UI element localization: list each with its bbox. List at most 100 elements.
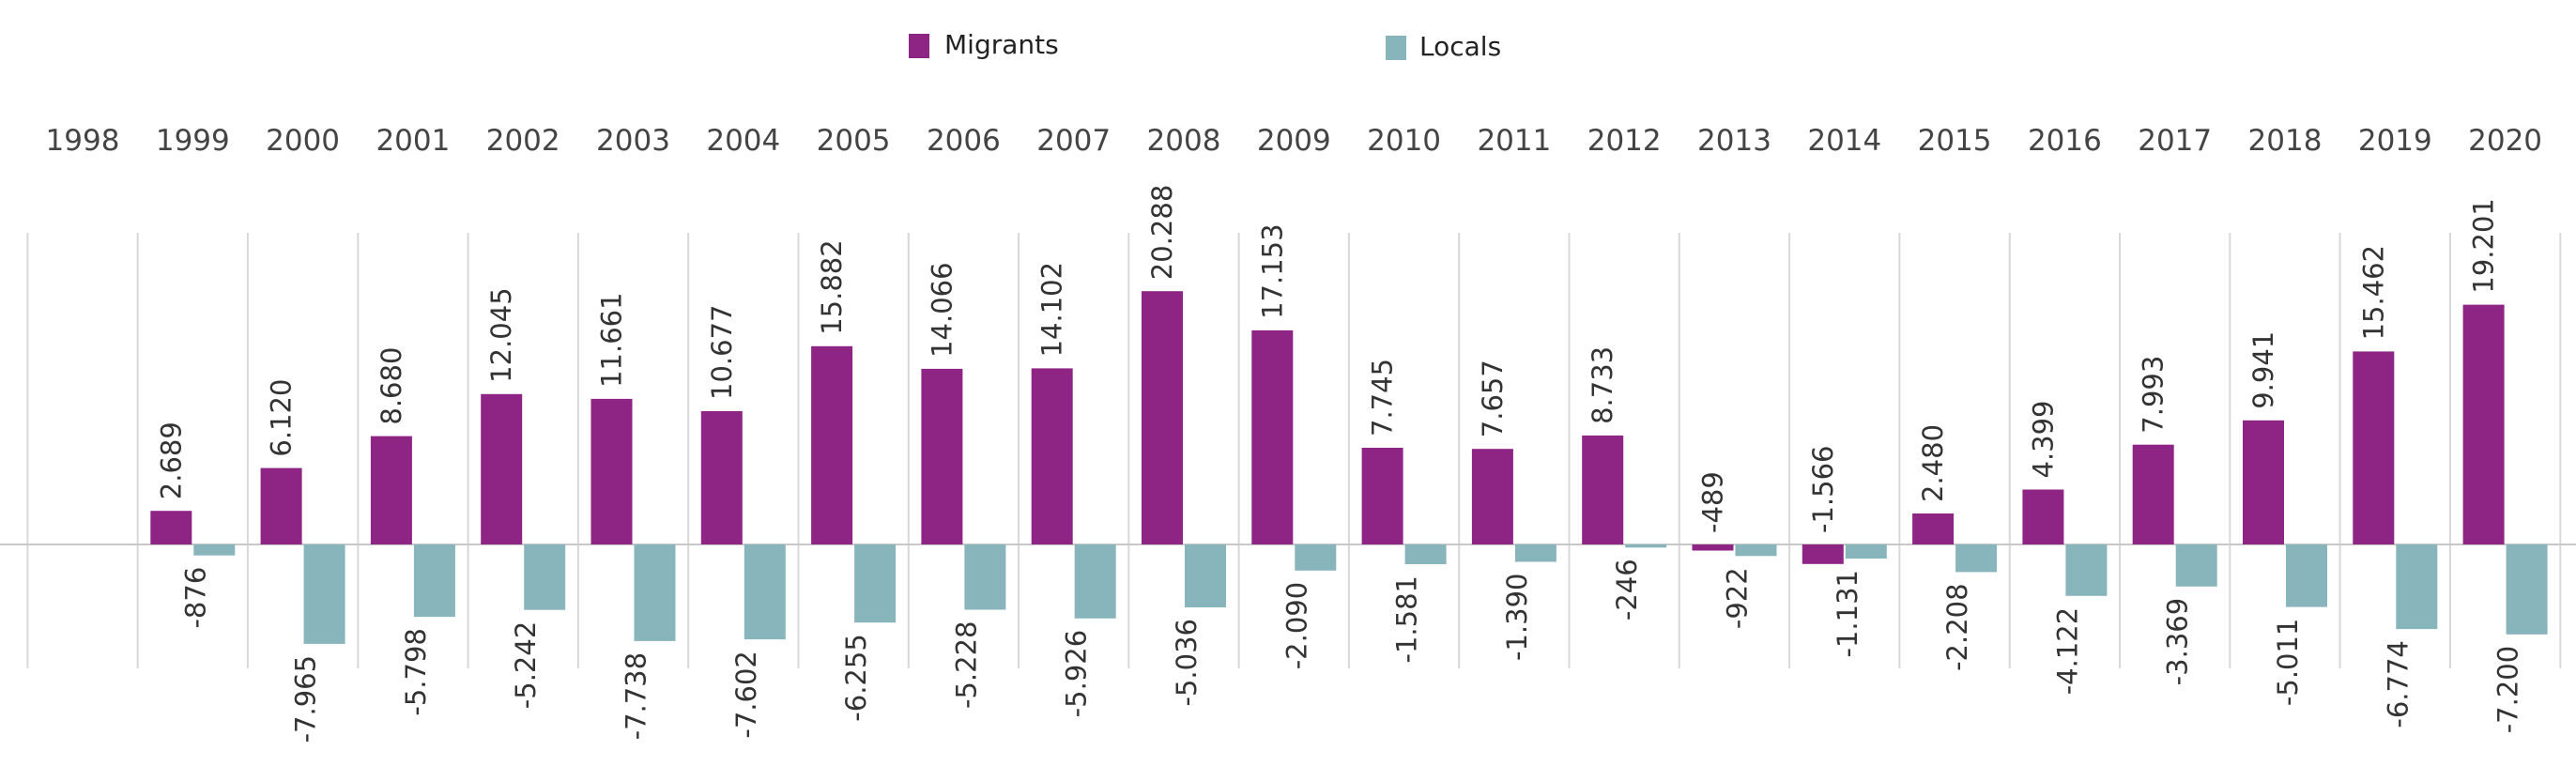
value-label-locals-2013: -922: [1722, 567, 1754, 629]
legend-label-locals: Locals: [1419, 31, 1501, 62]
value-label-locals-2001: -5.798: [400, 628, 432, 716]
year-label-2014: 2014: [1807, 124, 1881, 158]
bar-locals-2007: [1074, 544, 1116, 619]
value-label-locals-2020: -7.200: [2492, 646, 2524, 734]
bar-locals-2009: [1295, 544, 1337, 571]
legend-item-locals: Locals: [1386, 31, 1501, 62]
value-label-migrants-2018: 9.941: [2247, 331, 2279, 409]
value-label-locals-2015: -2.208: [1941, 583, 1973, 671]
year-labels: 1998 1999 2000 2001 2002 2003 2004 2005 2006 2007…: [46, 124, 2543, 158]
year-label-2004: 2004: [706, 124, 780, 158]
value-label-locals-2005: -6.255: [840, 634, 872, 722]
bar-migrants-2014: [1802, 544, 1844, 564]
year-label-2011: 2011: [1477, 124, 1551, 158]
bar-locals-2016: [2065, 544, 2108, 596]
value-label-locals-2014: -1.131: [1832, 570, 1863, 658]
bar-migrants-2004: [700, 411, 743, 544]
year-label-1998: 1998: [46, 124, 120, 158]
value-label-migrants-2000: 6.120: [266, 379, 298, 457]
value-labels: 2.689 -876 6.120 -7.965 8.680 -5.798 12.045 -5.…: [155, 185, 2523, 743]
year-label-2007: 2007: [1036, 124, 1111, 158]
bar-migrants-2005: [811, 345, 853, 544]
bar-migrants-2006: [921, 368, 963, 544]
bar-migrants-1999: [150, 511, 192, 544]
bar-locals-2010: [1404, 544, 1447, 564]
year-label-2001: 2001: [376, 124, 450, 158]
bar-migrants-2018: [2243, 420, 2284, 544]
legend: Migrants Locals: [909, 29, 1501, 62]
bar-locals-2012: [1625, 544, 1667, 548]
value-label-migrants-2007: 14.102: [1036, 262, 1068, 357]
value-label-migrants-2005: 15.882: [816, 239, 848, 334]
bar-migrants-2017: [2132, 444, 2174, 544]
bar-locals-2015: [1955, 544, 1998, 573]
bar-migrants-2013: [1692, 544, 1734, 551]
value-label-migrants-2008: 20.288: [1146, 185, 1178, 280]
bar-locals-2020: [2506, 544, 2548, 635]
value-label-locals-2011: -1.390: [1501, 574, 1533, 662]
bar-migrants-2015: [1912, 513, 1955, 544]
value-label-locals-2002: -5.242: [510, 621, 542, 710]
bar-locals-2006: [964, 544, 1006, 610]
value-label-locals-2004: -7.602: [730, 651, 762, 739]
bar-locals-2008: [1185, 544, 1226, 607]
bar-locals-2005: [854, 544, 897, 623]
bar-migrants-2009: [1251, 329, 1294, 544]
bar-migrants-2012: [1582, 435, 1624, 544]
year-label-1999: 1999: [156, 124, 230, 158]
value-label-migrants-2015: 2.480: [1917, 424, 1949, 502]
year-label-2017: 2017: [2138, 124, 2212, 158]
bar-locals-2011: [1514, 544, 1556, 562]
year-label-2009: 2009: [1257, 124, 1331, 158]
year-label-2020: 2020: [2468, 124, 2542, 158]
value-label-locals-2009: -2.090: [1280, 582, 1312, 670]
value-label-migrants-2013: -489: [1697, 471, 1729, 533]
bar-migrants-2016: [2022, 489, 2064, 544]
bar-locals-2003: [634, 544, 676, 641]
value-label-migrants-2010: 7.745: [1367, 359, 1399, 437]
year-label-2018: 2018: [2248, 124, 2323, 158]
value-label-locals-2016: -4.122: [2051, 607, 2083, 696]
value-label-migrants-1999: 2.689: [155, 421, 187, 499]
year-label-2016: 2016: [2028, 124, 2102, 158]
bar-locals-2019: [2396, 544, 2438, 630]
value-label-migrants-2016: 4.399: [2027, 400, 2059, 478]
bar-locals-1999: [193, 544, 236, 556]
bar-locals-2017: [2175, 544, 2217, 587]
bar-migrants-2000: [260, 467, 302, 544]
value-label-locals-2007: -5.926: [1061, 630, 1093, 718]
value-label-locals-2012: -246: [1611, 559, 1643, 620]
bar-locals-2002: [524, 544, 566, 610]
year-label-2003: 2003: [596, 124, 670, 158]
bar-migrants-2011: [1471, 449, 1513, 544]
value-label-migrants-2009: 17.153: [1256, 223, 1288, 318]
bar-migrants-2020: [2462, 304, 2505, 544]
value-label-migrants-2001: 8.680: [376, 347, 407, 425]
value-label-locals-2008: -5.036: [1171, 619, 1203, 707]
year-label-2013: 2013: [1697, 124, 1771, 158]
bar-locals-2001: [413, 544, 455, 618]
value-label-locals-2006: -5.228: [950, 621, 982, 710]
value-label-locals-2019: -6.774: [2382, 640, 2414, 728]
value-label-migrants-2003: 11.661: [596, 292, 628, 387]
year-label-2002: 2002: [486, 124, 560, 158]
value-label-migrants-2011: 7.657: [1477, 360, 1509, 437]
legend-label-migrants: Migrants: [944, 29, 1059, 60]
bar-migrants-2008: [1142, 291, 1183, 544]
bar-migrants-2010: [1361, 448, 1403, 544]
value-label-locals-2003: -7.738: [621, 652, 652, 741]
value-label-migrants-2014: -1.566: [1807, 446, 1839, 534]
bars: [150, 291, 2548, 644]
bar-locals-2000: [303, 544, 345, 644]
bar-migrants-2007: [1031, 368, 1073, 544]
grid-lines: [26, 233, 2562, 668]
year-label-2012: 2012: [1587, 124, 1662, 158]
year-label-2000: 2000: [266, 124, 340, 158]
bar-locals-2018: [2286, 544, 2327, 607]
value-label-migrants-2019: 15.462: [2357, 245, 2389, 340]
legend-swatch-migrants: [909, 34, 929, 58]
year-label-2008: 2008: [1147, 124, 1221, 158]
year-label-2015: 2015: [1918, 124, 1992, 158]
bar-migrants-2001: [370, 436, 412, 544]
